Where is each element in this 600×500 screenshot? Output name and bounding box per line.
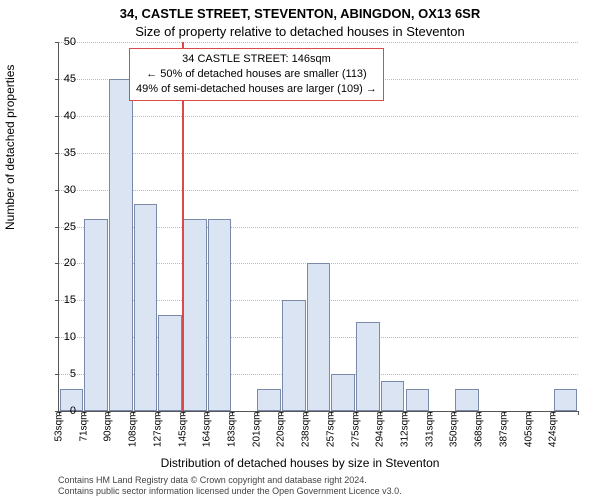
x-tick-label: 201sqm: [251, 412, 262, 462]
y-tick-label: 20: [36, 257, 76, 269]
histogram-bar: [158, 315, 181, 411]
x-tick-label: 424sqm: [548, 412, 559, 462]
chart-subtitle: Size of property relative to detached ho…: [0, 24, 600, 39]
histogram-bar: [331, 374, 354, 411]
y-tick-label: 15: [36, 294, 76, 306]
y-tick-label: 35: [36, 147, 76, 159]
x-tick-label: 145sqm: [177, 412, 188, 462]
chart-title: 34, CASTLE STREET, STEVENTON, ABINGDON, …: [0, 6, 600, 21]
y-tick-label: 50: [36, 36, 76, 48]
x-tick-label: 312sqm: [400, 412, 411, 462]
y-tick-label: 45: [36, 73, 76, 85]
y-axis-label: Number of detached properties: [3, 65, 17, 230]
x-tick-label: 257sqm: [325, 412, 336, 462]
copyright-text: Contains HM Land Registry data © Crown c…: [58, 475, 402, 498]
x-tick-label: 275sqm: [350, 412, 361, 462]
copyright-line: Contains public sector information licen…: [58, 486, 402, 497]
histogram-bar: [84, 219, 107, 411]
histogram-bar: [282, 300, 305, 411]
x-tick-label: 164sqm: [202, 412, 213, 462]
histogram-bar: [554, 389, 577, 411]
plot-area: 53sqm71sqm90sqm108sqm127sqm145sqm164sqm1…: [58, 42, 578, 412]
y-tick-label: 5: [36, 368, 76, 380]
y-tick-label: 10: [36, 331, 76, 343]
chart-container: 34, CASTLE STREET, STEVENTON, ABINGDON, …: [0, 0, 600, 500]
x-tick-label: 71sqm: [78, 412, 89, 462]
gridline: [59, 42, 578, 43]
x-tick-label: 53sqm: [54, 412, 65, 462]
histogram-bar: [307, 263, 330, 411]
x-tick-label: 294sqm: [375, 412, 386, 462]
x-tick-label: 183sqm: [227, 412, 238, 462]
copyright-line: Contains HM Land Registry data © Crown c…: [58, 475, 402, 486]
annotation-box: 34 CASTLE STREET: 146sqm ← 50% of detach…: [129, 48, 384, 101]
x-tick-label: 387sqm: [498, 412, 509, 462]
y-tick-label: 30: [36, 184, 76, 196]
x-tick-label: 238sqm: [301, 412, 312, 462]
x-tick-label: 127sqm: [152, 412, 163, 462]
x-tick-label: 220sqm: [276, 412, 287, 462]
gridline: [59, 153, 578, 154]
x-axis-label: Distribution of detached houses by size …: [0, 456, 600, 470]
x-tick-label: 405sqm: [523, 412, 534, 462]
annotation-line: 34 CASTLE STREET: 146sqm: [136, 52, 377, 67]
histogram-bar: [406, 389, 429, 411]
x-tick-label: 108sqm: [128, 412, 139, 462]
annotation-line: ← 50% of detached houses are smaller (11…: [136, 67, 377, 82]
histogram-bar: [257, 389, 280, 411]
y-tick-label: 25: [36, 221, 76, 233]
histogram-bar: [455, 389, 478, 411]
y-tick-label: 40: [36, 110, 76, 122]
x-tick-label: 350sqm: [449, 412, 460, 462]
annotation-line: 49% of semi-detached houses are larger (…: [136, 82, 377, 97]
histogram-bar: [381, 381, 404, 411]
x-tick-label: 368sqm: [474, 412, 485, 462]
gridline: [59, 116, 578, 117]
x-tick-label: 90sqm: [103, 412, 114, 462]
histogram-bar: [208, 219, 231, 411]
y-tick-label: 0: [36, 405, 76, 417]
gridline: [59, 190, 578, 191]
histogram-bar: [183, 219, 206, 411]
histogram-bar: [134, 204, 157, 411]
x-tick-label: 331sqm: [424, 412, 435, 462]
histogram-bar: [356, 322, 379, 411]
histogram-bar: [109, 79, 132, 411]
